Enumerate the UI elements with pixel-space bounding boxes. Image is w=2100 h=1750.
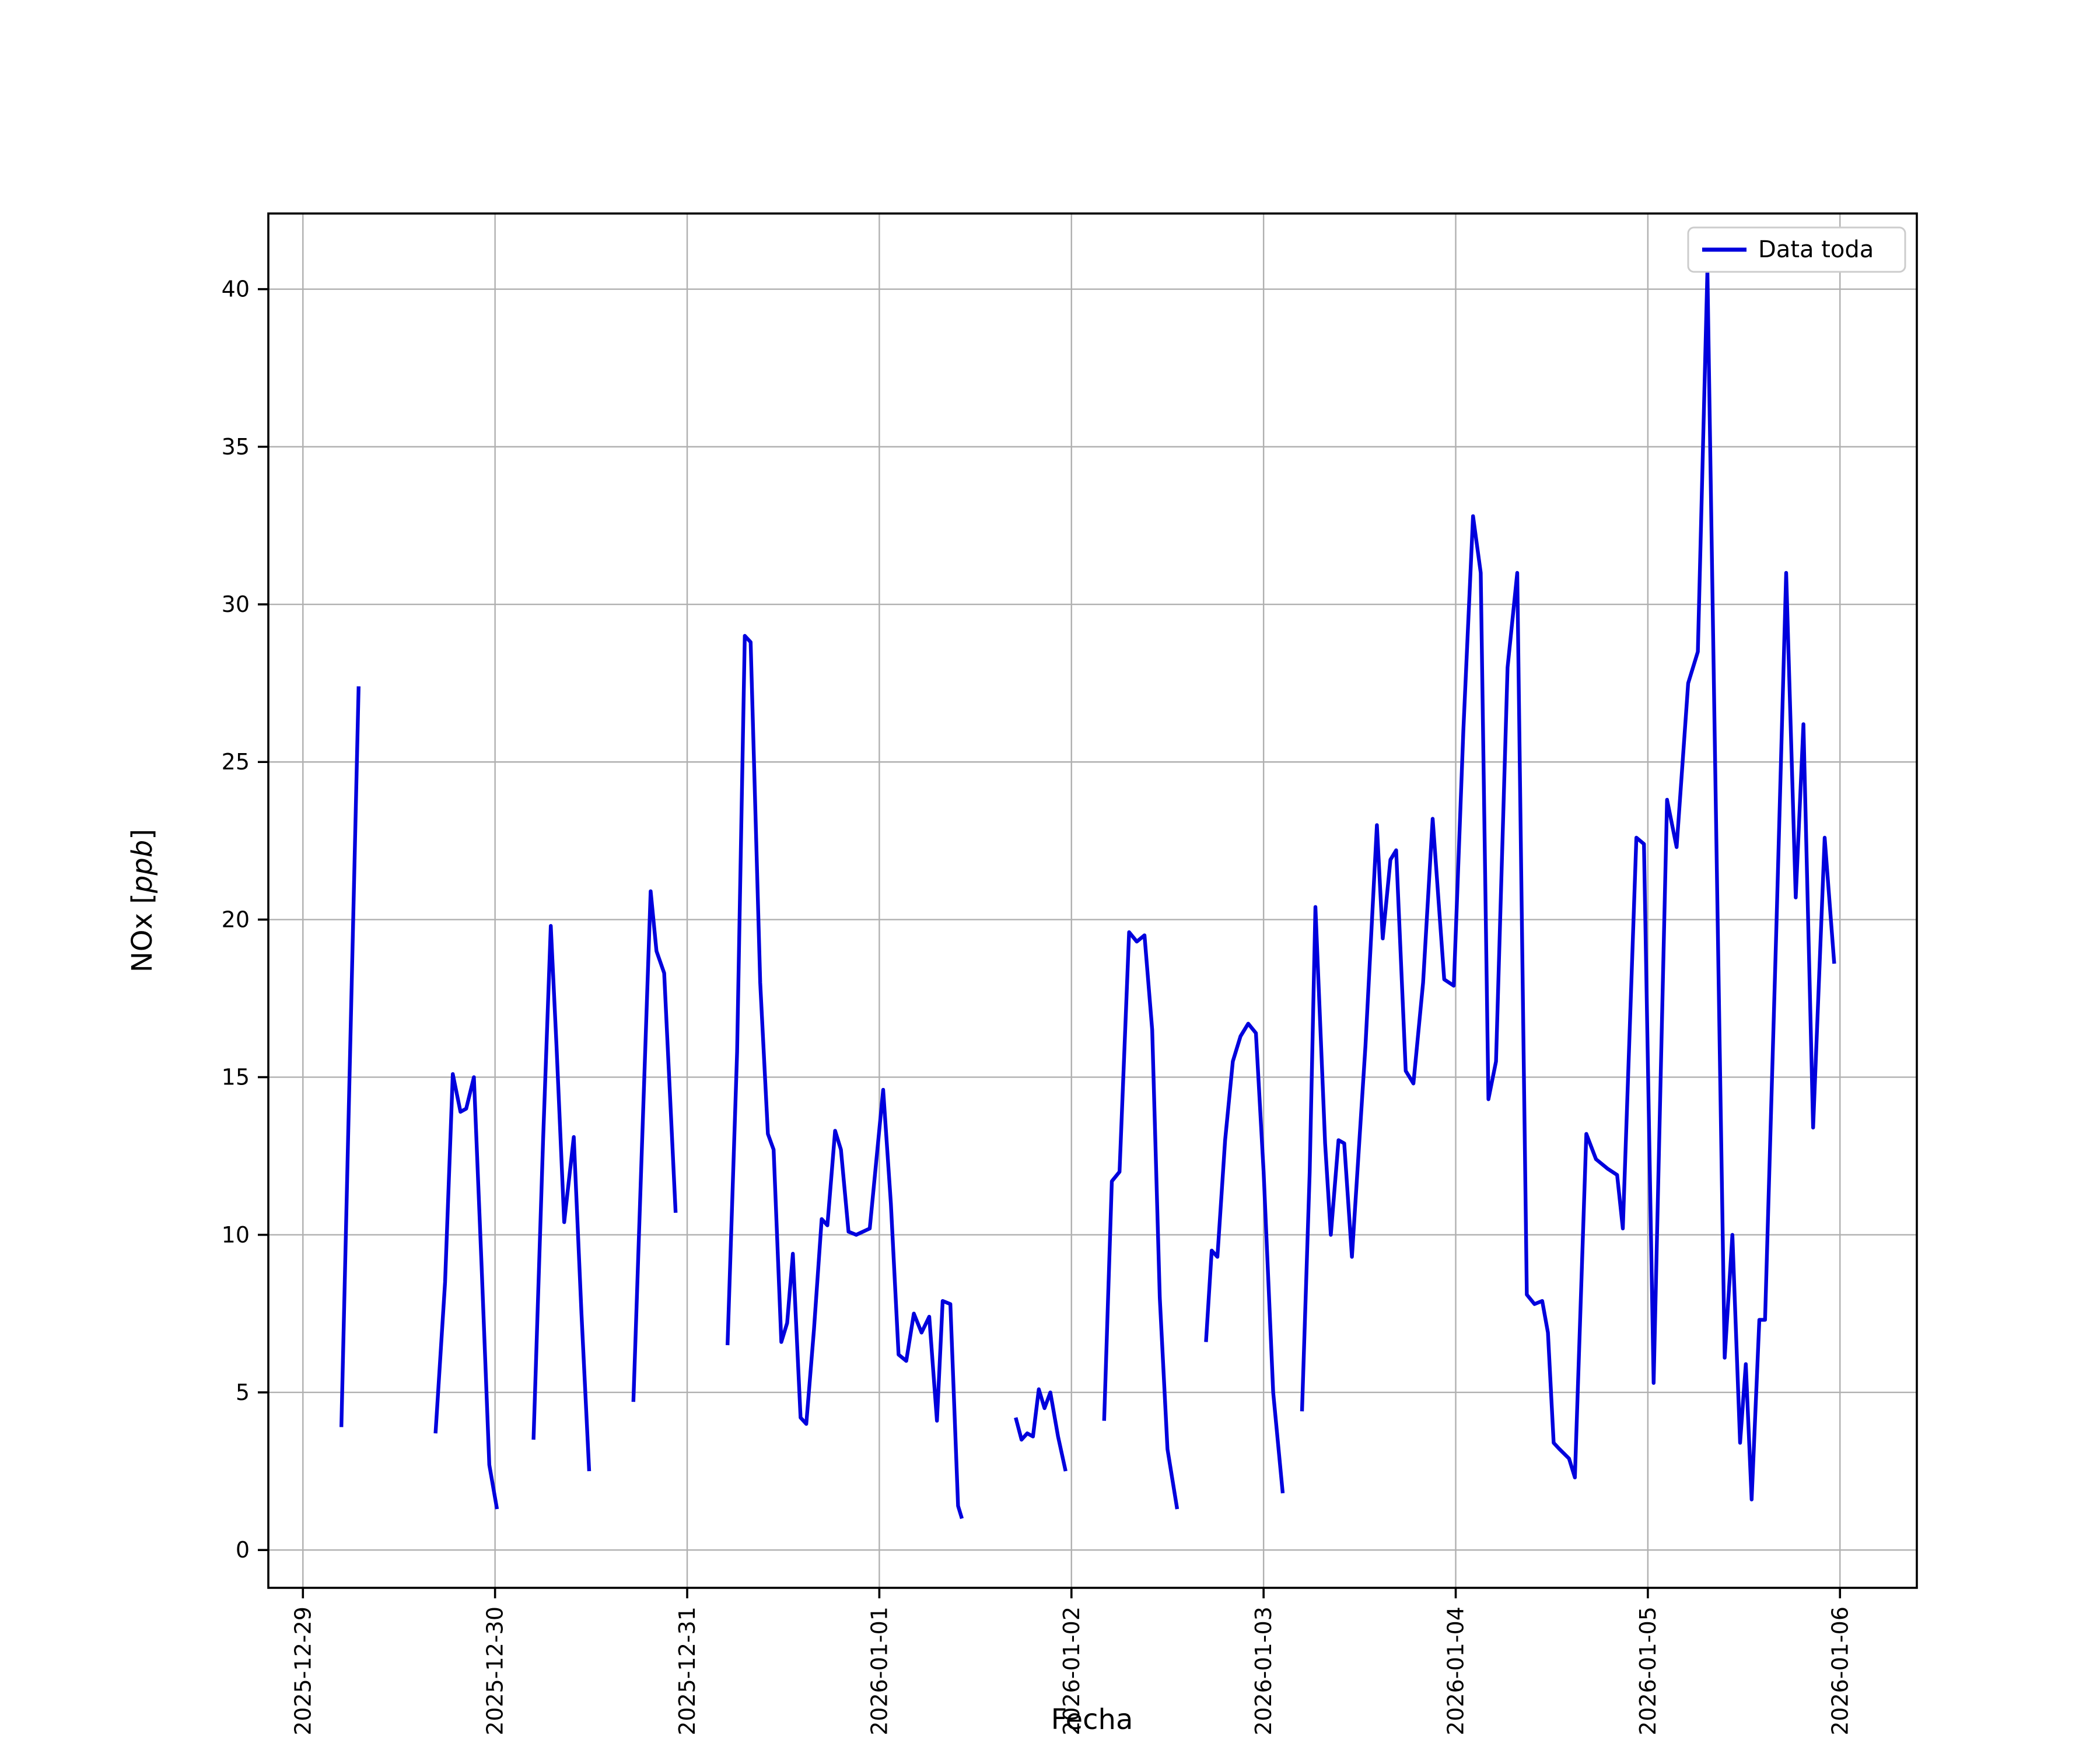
series-line-data-toda [1014, 1387, 1068, 1472]
y-axis-label: NOx [ppb] [126, 829, 159, 972]
plot-border [267, 212, 1918, 1589]
y-axis-label-suffix: ] [126, 829, 159, 840]
series-layer [340, 268, 1836, 1520]
y-tick-label: 15 [222, 1065, 250, 1090]
series-line-data-toda [340, 686, 360, 1427]
y-axis-label-prefix: NOx [ [126, 893, 159, 972]
y-tick-label: 35 [222, 434, 250, 460]
x-tick-label: 2025-12-29 [290, 1606, 316, 1735]
x-tick-label: 2025-12-30 [482, 1606, 508, 1735]
y-tick-label: 20 [222, 907, 250, 932]
series-line-data-toda [1300, 268, 1836, 1502]
series-line-data-toda [726, 634, 964, 1520]
axis-ticks: 2025-12-29 2025-12-30 2025-12-31 2026-01-01… [222, 276, 1853, 1735]
legend-label: Data toda [1758, 236, 1874, 263]
series-line-data-toda [1204, 1021, 1285, 1494]
x-axis-label: Fecha [1051, 1703, 1133, 1736]
y-tick-label: 5 [236, 1380, 250, 1405]
y-tick-label: 25 [222, 749, 250, 775]
x-tick-label: 2026-01-04 [1443, 1606, 1469, 1735]
series-line-data-toda [631, 889, 678, 1402]
y-tick-label: 40 [222, 276, 250, 302]
series-line-data-toda [1102, 930, 1180, 1510]
x-tick-label: 2026-01-06 [1827, 1606, 1853, 1735]
legend: Data toda [1687, 226, 1906, 273]
legend-box [1687, 226, 1906, 273]
grid-lines [268, 214, 1917, 1588]
x-tick-label: 2026-01-01 [866, 1606, 892, 1735]
x-tick-label: 2026-01-05 [1635, 1606, 1661, 1735]
x-tick-label: 2026-01-02 [1059, 1606, 1084, 1735]
x-tick-label: 2026-01-03 [1251, 1606, 1276, 1735]
plot-area [268, 214, 1917, 1588]
series-line-data-toda [433, 1072, 499, 1510]
y-tick-label: 10 [222, 1222, 250, 1248]
y-tick-label: 30 [222, 592, 250, 617]
series-line-data-toda [531, 923, 592, 1472]
x-tick-label: 2025-12-31 [674, 1606, 700, 1735]
y-axis-label-unit: ppb [126, 840, 159, 894]
y-tick-label: 0 [236, 1537, 250, 1563]
